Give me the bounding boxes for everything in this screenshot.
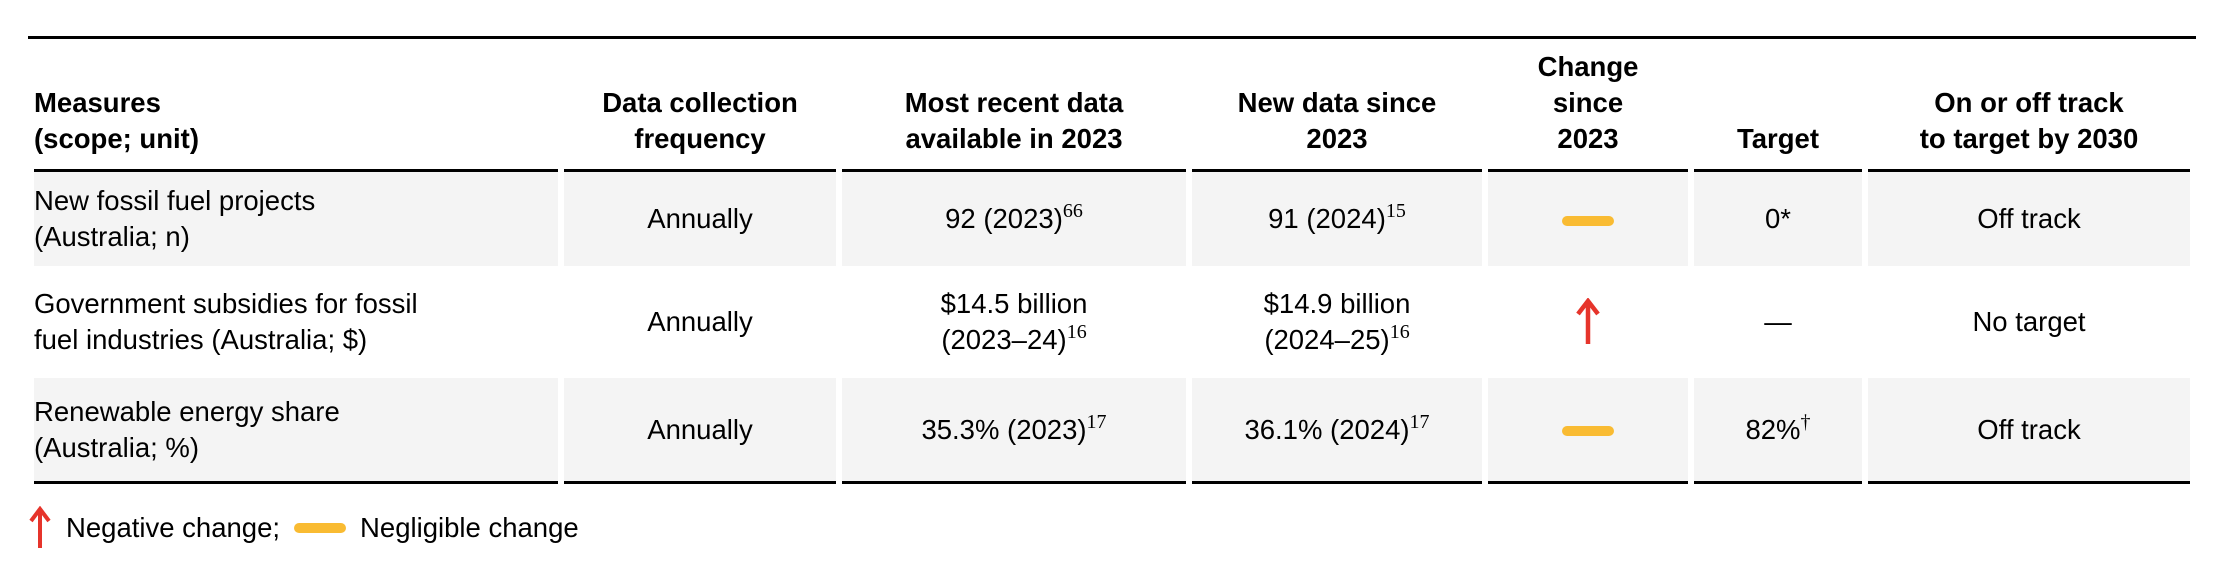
value: 35.3% (2023) (921, 413, 1087, 445)
table-row: Renewable energy share (Australia; %) An… (34, 378, 2190, 484)
legend-negative-label: Negative change; (66, 512, 281, 543)
cell-track-status: No target (1972, 306, 2086, 337)
citation-superscript: 66 (1062, 200, 1083, 222)
legend-negligible-label: Negligible change (360, 512, 579, 543)
measures-table-section: Measures (scope; unit) Data collection f… (28, 36, 2196, 550)
value: 92 (2023) (945, 203, 1063, 234)
cell-change (1488, 172, 1688, 266)
cell-new-data: 36.1% (2024)17 (1192, 378, 1482, 484)
value: $14.5 billion (2023–24) (940, 288, 1088, 355)
value: 91 (2024) (1268, 203, 1386, 234)
column-header-change: Change since 2023 (1488, 39, 1688, 172)
cell-measure: Renewable energy share (Australia; %) (34, 378, 558, 484)
column-header-target: Target (1694, 39, 1862, 172)
cell-track-status: Off track (1868, 172, 2190, 266)
column-header-measures: Measures (scope; unit) (34, 39, 558, 172)
cell-measure: New fossil fuel projects (Australia; n) (34, 172, 558, 266)
negligible-change-icon (1562, 215, 1614, 226)
cell-most-recent: $14.5 billion (2023–24)16 (842, 266, 1186, 378)
citation-superscript: 16 (1066, 321, 1087, 343)
cell-new-data: 91 (2024)15 (1192, 172, 1482, 266)
negative-change-icon (29, 506, 51, 548)
table-row: New fossil fuel projects (Australia; n) … (34, 172, 2190, 266)
citation-superscript: 16 (1389, 321, 1410, 343)
column-header-most-recent: Most recent data available in 2023 (842, 39, 1186, 172)
cell-target: 82%† (1694, 378, 1862, 484)
column-header-frequency: Data collection frequency (564, 39, 836, 172)
measures-table: Measures (scope; unit) Data collection f… (28, 39, 2196, 484)
cell-most-recent: 92 (2023)66 (842, 172, 1186, 266)
column-header-on-off-track: On or off track to target by 2030 (1868, 39, 2190, 172)
cell-change (1488, 266, 1688, 378)
cell-most-recent: 35.3% (2023)17 (842, 378, 1186, 484)
cell-frequency: Annually (564, 172, 836, 266)
negligible-change-icon (1562, 426, 1614, 437)
negative-change-icon (1576, 298, 1600, 344)
cell-frequency: Annually (564, 378, 836, 484)
target-superscript: † (1800, 410, 1811, 433)
value: 82% (1745, 413, 1801, 445)
table-top-rule (28, 36, 2196, 39)
citation-superscript: 17 (1086, 410, 1107, 433)
value: 0* (1765, 203, 1791, 234)
cell-new-data: $14.9 billion (2024–25)16 (1192, 266, 1482, 378)
legend: Negative change; Negligible change (28, 506, 2196, 550)
cell-change (1488, 378, 1688, 484)
value: — (1764, 306, 1792, 337)
negligible-change-icon (294, 523, 347, 533)
cell-target: 0* (1694, 172, 1862, 266)
citation-superscript: 17 (1409, 410, 1430, 433)
cell-target: — (1694, 266, 1862, 378)
cell-frequency: Annually (647, 306, 753, 337)
header-row: Measures (scope; unit) Data collection f… (34, 39, 2190, 172)
table-row: Government subsidies for fossil fuel ind… (34, 266, 2190, 378)
cell-measure: Government subsidies for fossil fuel ind… (34, 288, 418, 355)
column-header-new-data: New data since 2023 (1192, 39, 1482, 172)
cell-track-status: Off track (1868, 378, 2190, 484)
value: $14.9 billion (2024–25) (1263, 288, 1411, 355)
value: 36.1% (2024) (1244, 413, 1410, 445)
citation-superscript: 15 (1385, 200, 1406, 222)
